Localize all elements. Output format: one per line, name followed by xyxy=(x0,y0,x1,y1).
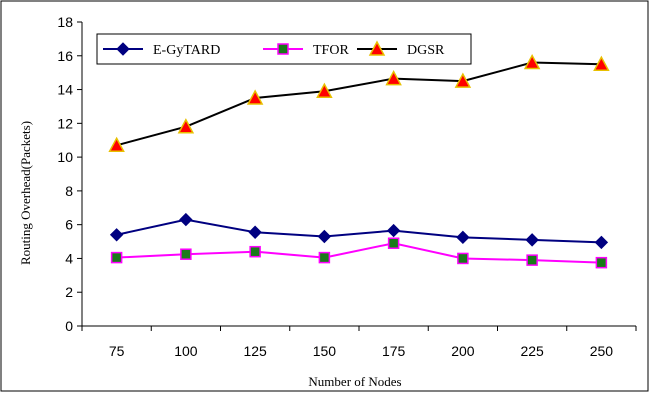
data-point xyxy=(249,245,261,258)
data-point xyxy=(387,237,400,249)
data-point xyxy=(110,251,123,264)
legend: E-GyTARD TFOR DGSR xyxy=(96,33,472,65)
series-dgsr xyxy=(108,53,610,153)
data-point xyxy=(454,72,472,88)
data-point xyxy=(523,53,541,70)
y-tick-label: 16 xyxy=(57,48,73,64)
data-point xyxy=(525,233,539,247)
legend-label: TFOR xyxy=(313,43,349,58)
y-tick-label: 14 xyxy=(57,82,73,98)
data-point xyxy=(385,69,402,86)
data-point xyxy=(593,55,610,71)
x-tick-label: 200 xyxy=(451,343,475,359)
y-tick-label: 6 xyxy=(65,217,73,233)
data-point xyxy=(594,235,609,250)
data-point xyxy=(177,118,195,134)
data-point xyxy=(108,136,125,153)
data-point xyxy=(248,225,262,239)
y-tick-label: 4 xyxy=(65,250,73,266)
data-point xyxy=(179,212,193,227)
y-tick-label: 8 xyxy=(65,183,73,199)
x-tick-label: 250 xyxy=(590,343,614,359)
data-point xyxy=(318,251,331,264)
data-point xyxy=(526,254,538,266)
legend-marker xyxy=(368,40,386,56)
x-tick-label: 225 xyxy=(520,343,544,359)
x-tick-label: 100 xyxy=(174,343,198,359)
legend-marker xyxy=(277,43,289,55)
legend-item: DGSR xyxy=(357,40,445,58)
y-tick-label: 12 xyxy=(57,115,73,131)
data-point xyxy=(386,223,401,238)
data-point xyxy=(246,89,264,105)
x-tick-label: 175 xyxy=(382,343,406,359)
y-tick-label: 18 xyxy=(57,14,73,30)
x-tick-label: 150 xyxy=(313,343,337,359)
y-tick-label: 0 xyxy=(65,318,73,334)
data-point xyxy=(456,230,470,245)
data-point xyxy=(180,248,192,260)
series-tfor xyxy=(110,237,608,269)
legend-label: E-GyTARD xyxy=(153,43,220,58)
legend-item: E-GyTARD xyxy=(103,42,220,58)
series-line xyxy=(116,218,602,244)
x-axis-title: Number of Nodes xyxy=(308,374,401,389)
y-tick-label: 10 xyxy=(57,149,73,165)
data-point xyxy=(457,252,469,265)
legend-marker xyxy=(116,42,130,56)
series-e-gytard xyxy=(109,212,609,250)
y-axis-title: Routing Overhead(Packets) xyxy=(18,121,33,265)
legend-label: DGSR xyxy=(407,43,445,58)
series-line xyxy=(116,242,602,264)
x-tick-label: 125 xyxy=(243,343,267,359)
data-point xyxy=(317,229,332,244)
x-tick-label: 75 xyxy=(109,343,125,359)
data-point xyxy=(595,256,608,269)
data-point xyxy=(109,228,124,242)
y-tick-label: 2 xyxy=(65,284,73,300)
legend-item: TFOR xyxy=(263,43,349,58)
series-line xyxy=(116,61,602,147)
data-point xyxy=(316,82,333,98)
